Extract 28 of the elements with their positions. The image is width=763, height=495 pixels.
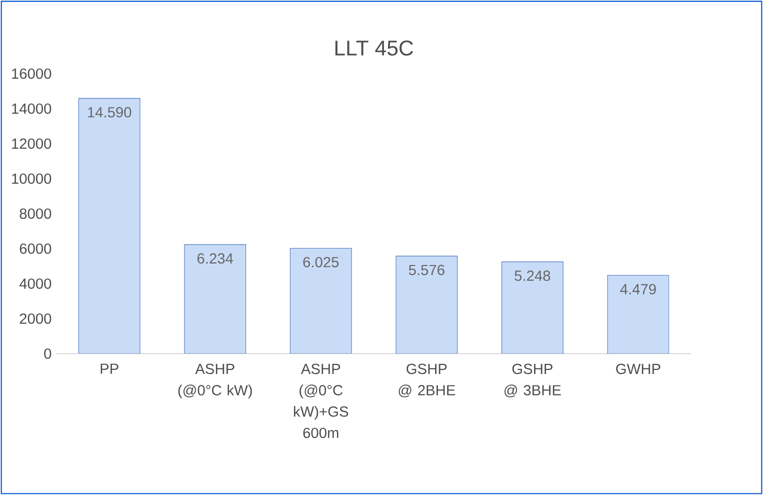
y-tick-label: 0 <box>44 348 52 359</box>
bar <box>78 98 140 354</box>
y-tick-label: 16000 <box>12 68 52 79</box>
y-tick-label: 10000 <box>12 173 52 184</box>
bar <box>502 262 564 354</box>
chart-title: LLT 45C <box>335 40 414 56</box>
bar <box>184 244 246 354</box>
bar <box>290 248 352 354</box>
data-label: 4.479 <box>620 284 656 294</box>
y-tick-label: 8000 <box>20 208 52 219</box>
x-tick-label: ASHP (@0°C kW)+GS 600m <box>294 364 348 438</box>
bar <box>396 256 458 354</box>
y-tick-label: 4000 <box>19 278 52 289</box>
x-tick-label: ASHP (@0°C kW) <box>178 364 252 398</box>
bar <box>607 275 670 354</box>
data-label: 5.576 <box>408 264 444 276</box>
data-label: 6.025 <box>303 256 339 268</box>
y-tick-label: 12000 <box>12 138 52 149</box>
data-label: 5.248 <box>514 270 550 281</box>
data-label: 6.234 <box>198 253 234 264</box>
y-tick-label: 6000 <box>20 243 52 254</box>
data-label: 14.590 <box>88 107 132 118</box>
x-tick-label: GSHP @ 2BHE <box>398 364 456 398</box>
x-tick-label: GWHP <box>616 364 660 374</box>
y-tick-label: 14000 <box>12 103 52 114</box>
x-tick-label: PP <box>100 364 118 374</box>
y-tick-label: 2000 <box>20 313 52 324</box>
x-tick-label: GSHP @ 3BHE <box>504 364 561 398</box>
